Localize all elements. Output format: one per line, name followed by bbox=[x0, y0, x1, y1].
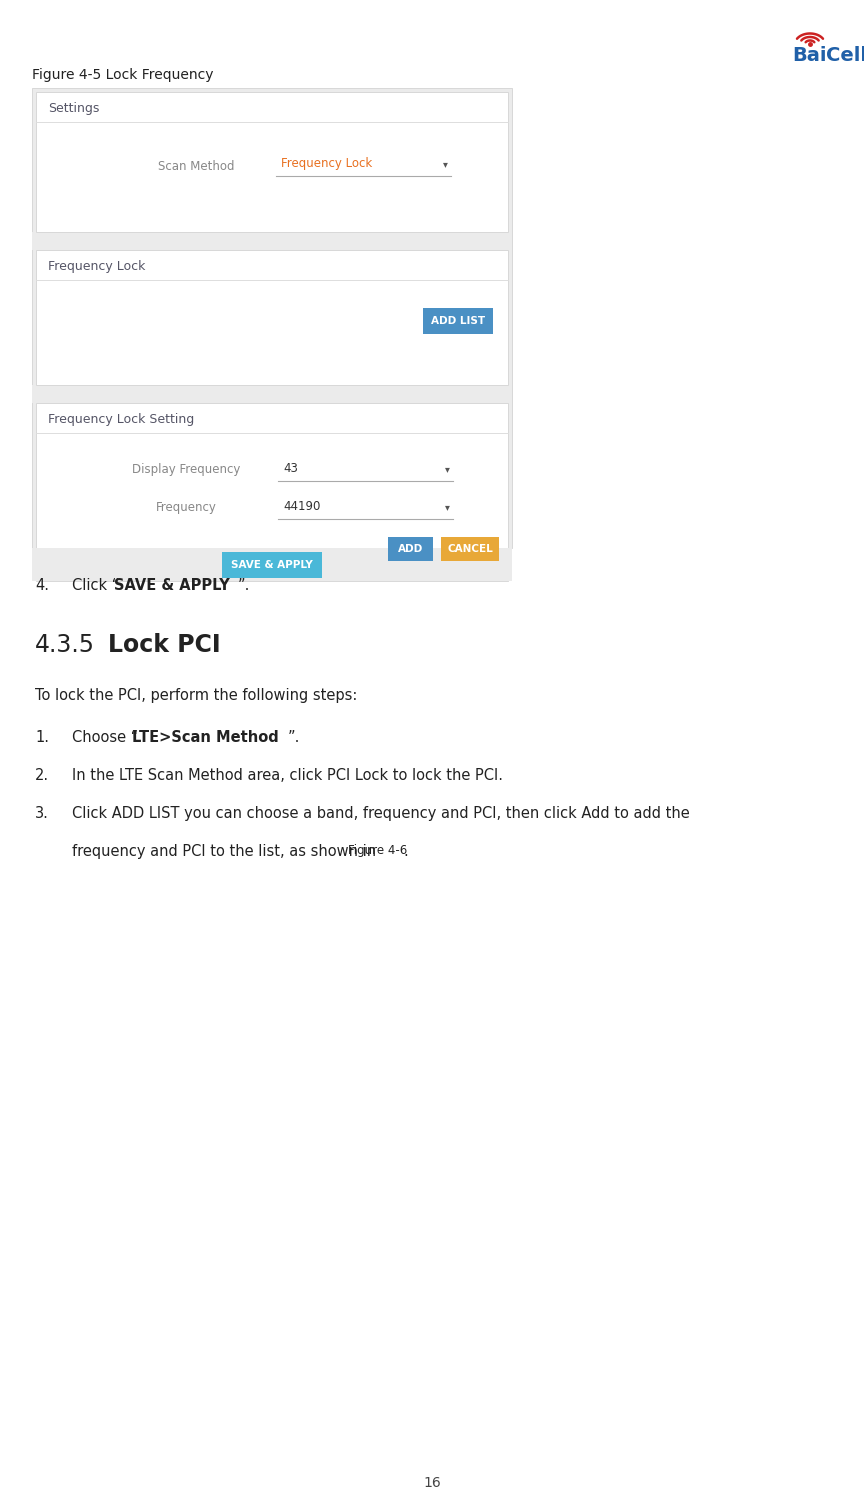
Bar bbox=[36, 404, 508, 581]
Text: Click “: Click “ bbox=[72, 578, 119, 593]
Text: Choose “: Choose “ bbox=[72, 730, 138, 745]
Bar bbox=[32, 88, 512, 547]
Text: ADD: ADD bbox=[398, 544, 423, 553]
Text: ▾: ▾ bbox=[445, 502, 449, 513]
Text: To lock the PCI, perform the following steps:: To lock the PCI, perform the following s… bbox=[35, 688, 358, 703]
Bar bbox=[32, 386, 512, 404]
Bar bbox=[32, 547, 512, 581]
Text: ”.: ”. bbox=[288, 730, 301, 745]
Text: In the LTE Scan Method area, click PCI Lock to lock the PCI.: In the LTE Scan Method area, click PCI L… bbox=[72, 768, 503, 783]
Text: 16: 16 bbox=[423, 1476, 441, 1489]
Text: Display Frequency: Display Frequency bbox=[132, 463, 240, 475]
Text: 44190: 44190 bbox=[283, 500, 321, 514]
Bar bbox=[441, 537, 499, 561]
Bar bbox=[423, 308, 493, 334]
Text: 4.3.5: 4.3.5 bbox=[35, 634, 95, 658]
Text: Lock PCI: Lock PCI bbox=[108, 634, 220, 658]
Text: 3.: 3. bbox=[35, 806, 49, 821]
Text: CANCEL: CANCEL bbox=[448, 544, 492, 553]
Text: 1.: 1. bbox=[35, 730, 49, 745]
Text: ▾: ▾ bbox=[442, 159, 448, 169]
Bar bbox=[36, 92, 508, 231]
Text: Frequency: Frequency bbox=[156, 500, 217, 514]
Text: Figure 4-5 Lock Frequency: Figure 4-5 Lock Frequency bbox=[32, 68, 213, 82]
Bar bbox=[32, 231, 512, 249]
Text: Frequency Lock: Frequency Lock bbox=[48, 260, 145, 274]
Text: Frequency Lock Setting: Frequency Lock Setting bbox=[48, 413, 194, 426]
Text: 43: 43 bbox=[283, 463, 298, 475]
Text: LTE>Scan Method: LTE>Scan Method bbox=[132, 730, 279, 745]
Text: 4.: 4. bbox=[35, 578, 49, 593]
Text: frequency and PCI to the list, as shown in: frequency and PCI to the list, as shown … bbox=[72, 844, 381, 859]
Text: Settings: Settings bbox=[48, 101, 99, 115]
Text: Click ADD LIST you can choose a band, frequency and PCI, then click Add to add t: Click ADD LIST you can choose a band, fr… bbox=[72, 806, 689, 821]
Text: .: . bbox=[403, 844, 408, 859]
Text: Figure 4-6: Figure 4-6 bbox=[348, 844, 407, 857]
Text: SAVE & APPLY: SAVE & APPLY bbox=[114, 578, 230, 593]
Bar bbox=[36, 249, 508, 386]
Text: SAVE & APPLY: SAVE & APPLY bbox=[232, 559, 313, 570]
Bar bbox=[222, 552, 322, 578]
Text: 2.: 2. bbox=[35, 768, 49, 783]
Text: Frequency Lock: Frequency Lock bbox=[281, 157, 372, 171]
Text: ADD LIST: ADD LIST bbox=[431, 316, 485, 327]
Text: Cells: Cells bbox=[826, 45, 864, 65]
Text: ”.: ”. bbox=[238, 578, 251, 593]
Text: Scan Method: Scan Method bbox=[158, 160, 234, 174]
Bar bbox=[388, 537, 433, 561]
Text: Bai: Bai bbox=[792, 45, 827, 65]
Text: ▾: ▾ bbox=[445, 464, 449, 473]
